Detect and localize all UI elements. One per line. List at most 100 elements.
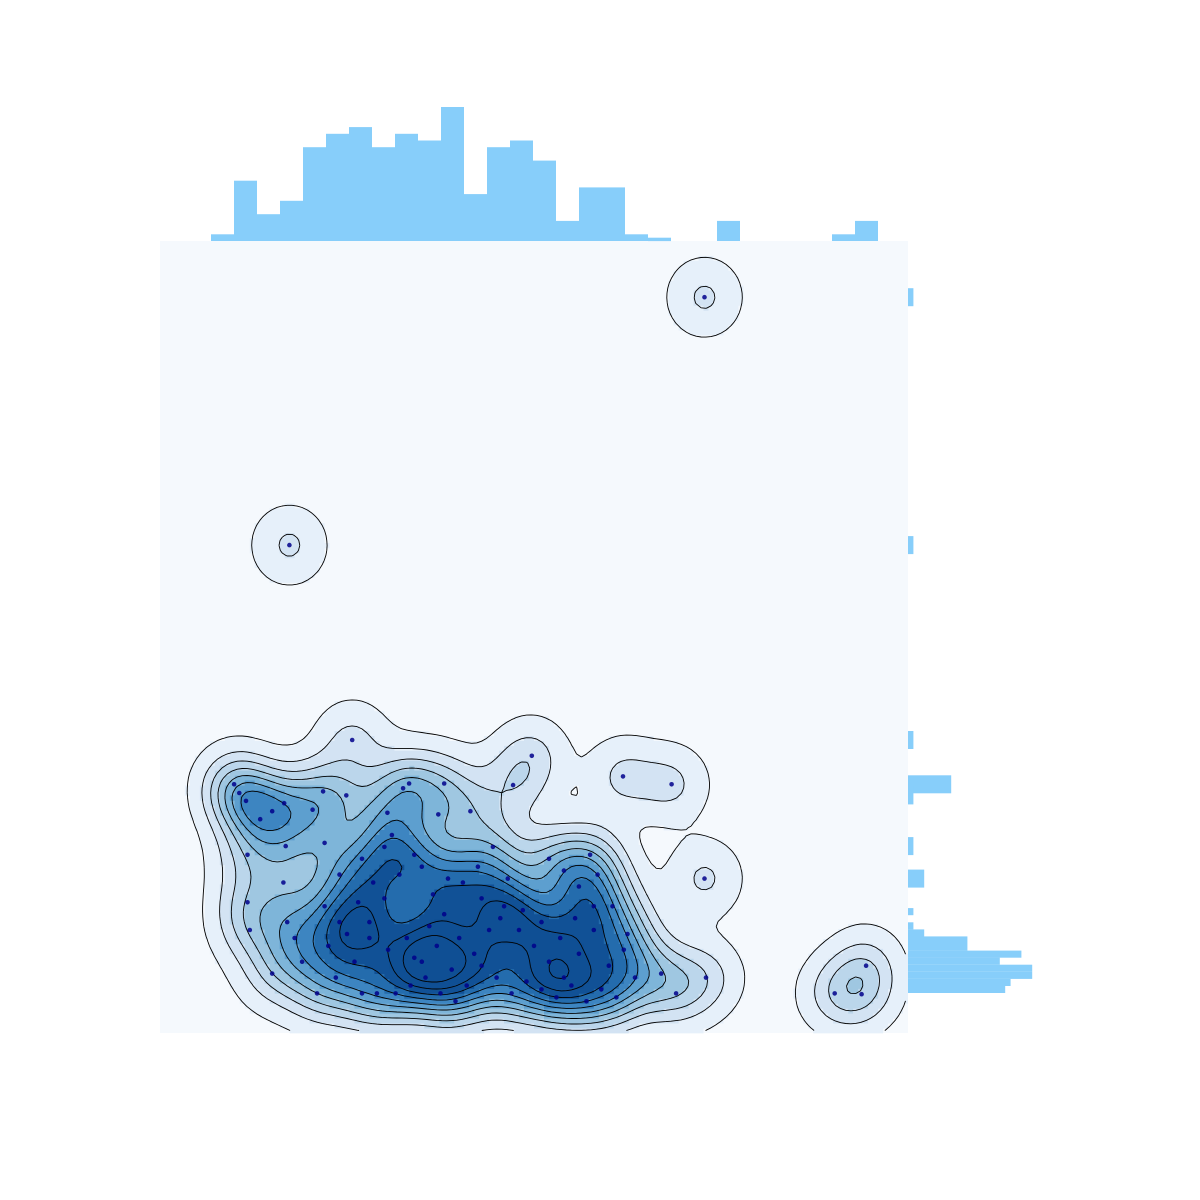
scatter-point — [490, 844, 496, 850]
scatter-point — [606, 963, 612, 968]
scatter-point — [561, 868, 567, 873]
scatter-point — [625, 931, 630, 937]
scatter-point — [326, 943, 331, 949]
right-histogram-bar — [908, 288, 914, 307]
scatter-point — [531, 943, 537, 949]
scatter-point — [595, 872, 600, 877]
scatter-points — [231, 294, 869, 1004]
scatter-point — [576, 884, 582, 889]
kde-fill-level-11 — [404, 934, 569, 984]
scatter-point — [237, 790, 242, 796]
scatter-point — [468, 808, 473, 814]
scatter-point — [337, 919, 342, 925]
scatter-point — [464, 983, 470, 988]
scatter-point — [569, 983, 574, 988]
scatter-point — [352, 959, 357, 964]
scatter-point — [406, 781, 412, 786]
scatter-point — [247, 927, 253, 933]
scatter-point — [572, 915, 578, 921]
scatter-point — [344, 793, 349, 798]
top-histogram-bar — [211, 234, 234, 241]
scatter-point — [243, 798, 249, 804]
scatter-point — [337, 872, 342, 877]
top-histogram-bar — [349, 127, 372, 241]
top-histogram-bar — [602, 187, 625, 241]
scatter-point — [614, 995, 619, 1000]
scatter-point — [546, 856, 552, 862]
right-histogram-bar — [908, 922, 914, 930]
scatter-point — [510, 782, 516, 788]
right-histogram-bar — [908, 971, 1033, 979]
scatter-point — [423, 975, 428, 980]
scatter-point — [393, 991, 398, 996]
top-histogram-bar — [441, 107, 464, 241]
top-histogram-bar — [832, 234, 855, 241]
top-histogram-bar — [326, 133, 349, 241]
kde-fill-level-10 — [339, 899, 589, 989]
right-histogram-bar — [908, 775, 952, 794]
scatter-point — [632, 975, 638, 980]
scatter-point — [436, 812, 441, 817]
scatter-point — [561, 975, 567, 980]
scatter-point — [591, 904, 597, 909]
scatter-point — [863, 963, 869, 968]
scatter-point — [374, 991, 380, 996]
right-histogram-bar — [908, 786, 914, 805]
scatter-point — [471, 951, 477, 957]
scatter-point — [621, 947, 627, 953]
scatter-point — [367, 935, 372, 941]
right-histogram-bar — [908, 964, 1033, 972]
scatter-point — [669, 782, 674, 787]
scatter-point — [314, 991, 320, 996]
top-histogram-bar — [372, 147, 395, 241]
scatter-point — [299, 959, 305, 964]
top-histogram-bar — [487, 147, 510, 241]
scatter-point — [284, 919, 290, 925]
top-histogram-bar — [625, 234, 648, 241]
scatter-point — [449, 967, 455, 972]
scatter-point — [269, 971, 275, 976]
top-histogram-bar — [280, 200, 303, 241]
scatter-point — [599, 987, 604, 992]
scatter-point — [283, 843, 289, 849]
top-histogram-bar — [855, 220, 878, 241]
top-histogram-bar — [533, 160, 556, 241]
scatter-point — [539, 919, 544, 925]
top-histogram-bar — [234, 180, 257, 241]
kde-contour-line-1 — [186, 256, 906, 1031]
scatter-point — [479, 963, 484, 968]
kde-contour-line-6 — [231, 782, 650, 1014]
scatter-point — [610, 904, 615, 909]
scatter-point — [404, 935, 410, 941]
right-histogram-bar — [908, 837, 914, 856]
right-histogram-bar — [908, 985, 1006, 993]
scatter-point — [516, 927, 522, 933]
scatter-point — [359, 991, 365, 996]
scatter-point — [520, 907, 526, 913]
top-histogram-bar — [257, 214, 280, 241]
scatter-point — [419, 864, 425, 869]
scatter-point — [359, 856, 365, 862]
kde-contour-line-3 — [210, 758, 880, 1031]
top-histogram-bar — [510, 140, 533, 241]
scatter-point — [554, 995, 559, 1000]
scatter-point — [475, 864, 481, 869]
top-histogram-bar — [464, 194, 487, 241]
scatter-point — [658, 971, 664, 976]
top-histogram-bar — [395, 133, 418, 241]
scatter-point — [367, 919, 372, 925]
scatter-point — [703, 975, 709, 980]
top-histogram-bar — [717, 220, 740, 241]
scatter-point — [584, 999, 589, 1004]
scatter-point — [355, 900, 361, 905]
scatter-point — [434, 943, 440, 949]
kde-contour-lines — [186, 256, 906, 1031]
scatter-point — [546, 959, 552, 964]
kde-contour-line-11 — [402, 935, 570, 983]
right-histogram-bar — [908, 929, 925, 937]
scatter-point — [539, 987, 544, 992]
scatter-point — [287, 542, 292, 548]
right-histogram-bar — [908, 936, 968, 944]
scatter-point — [427, 923, 432, 929]
